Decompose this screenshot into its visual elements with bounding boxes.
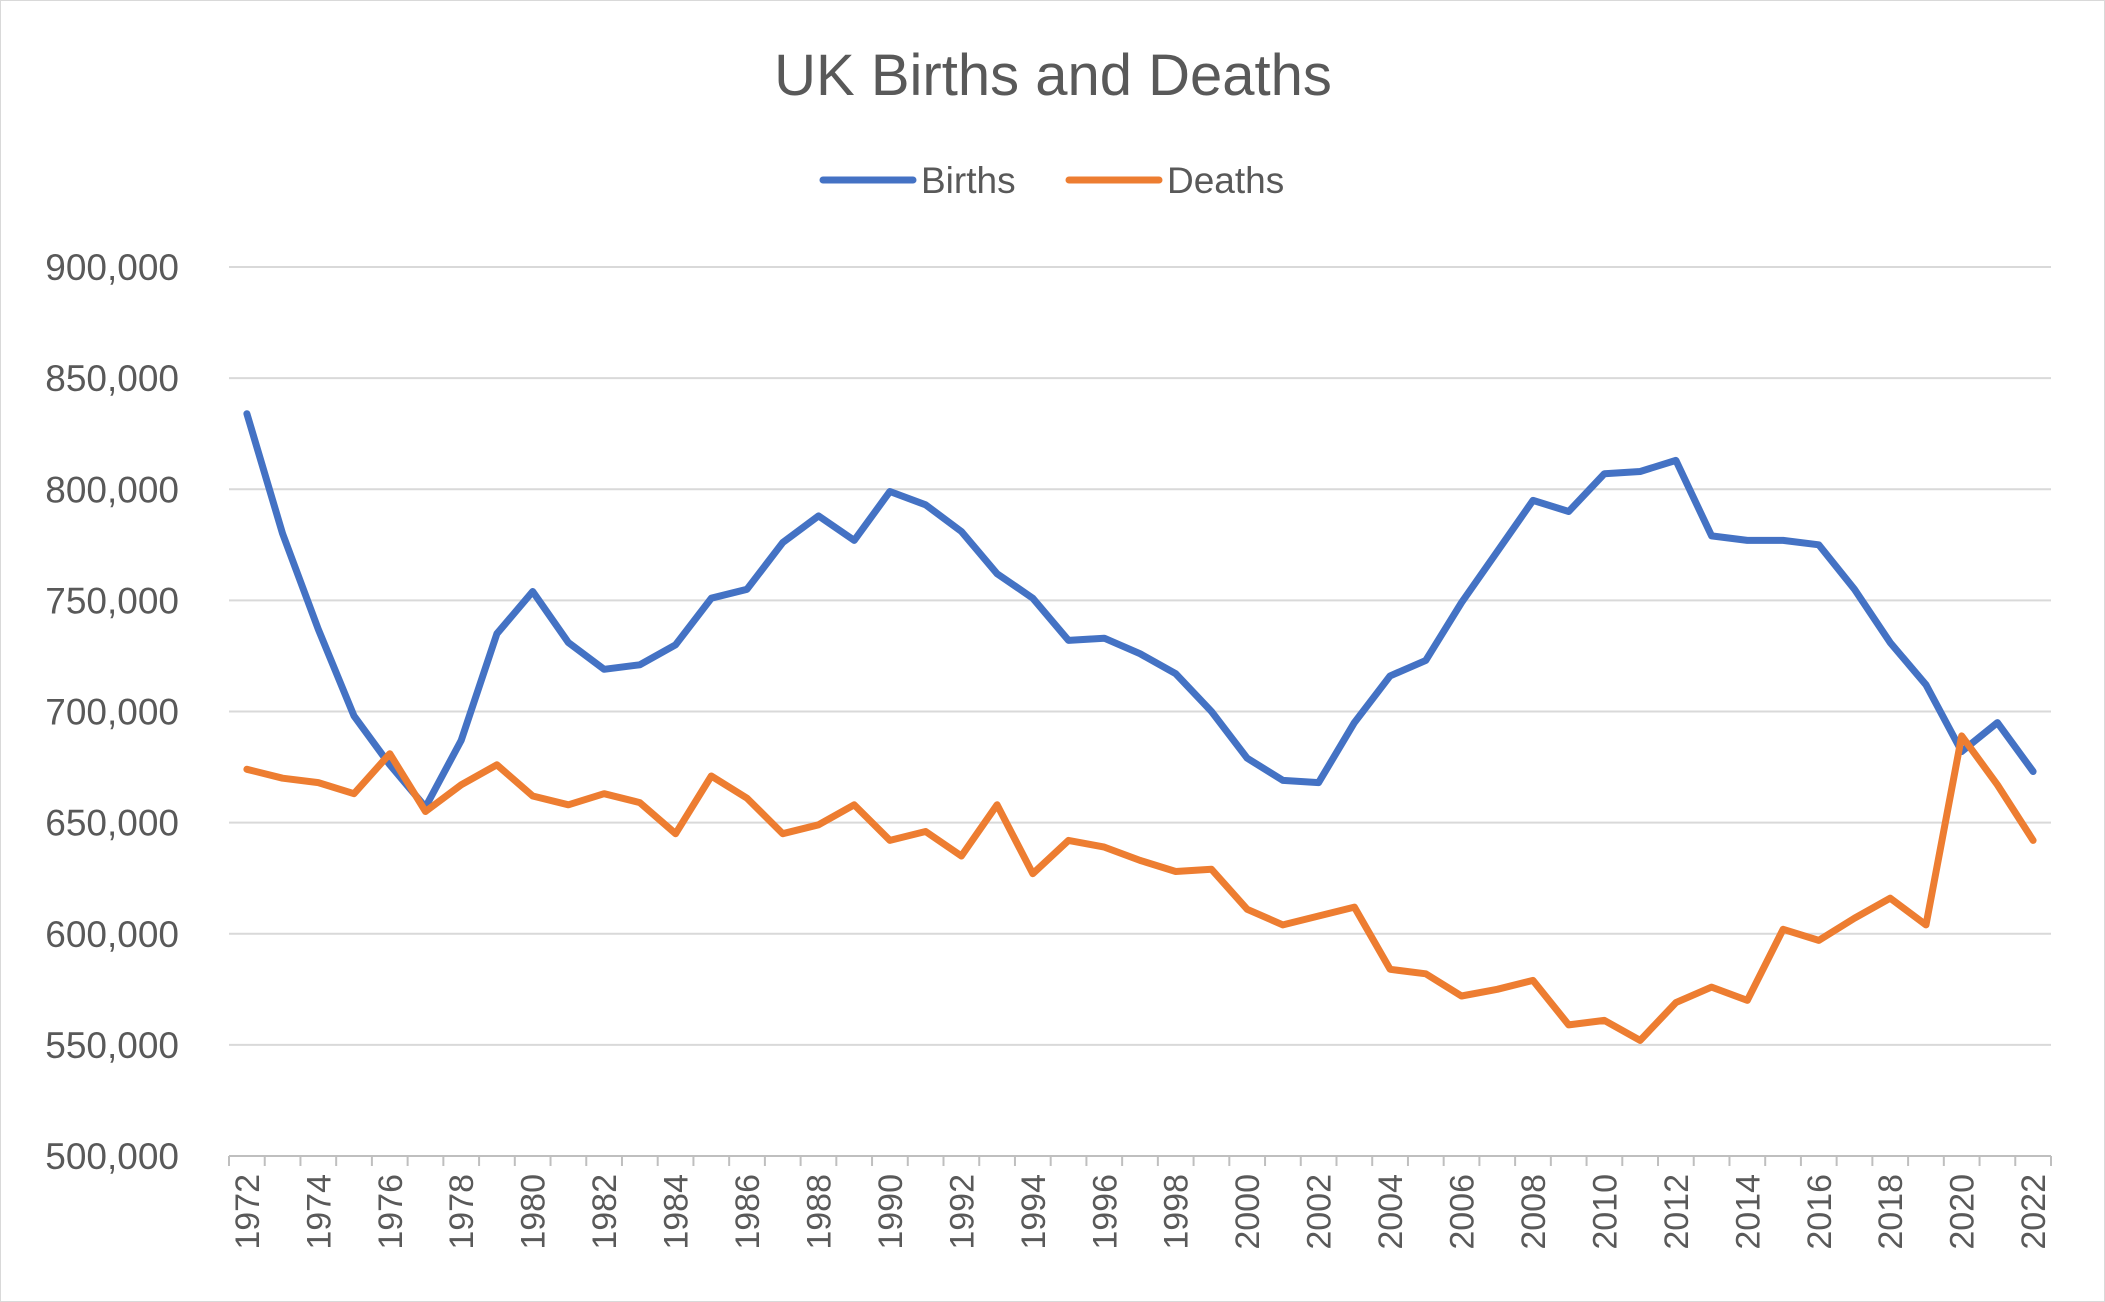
x-tick-label: 2006 bbox=[1444, 1174, 1482, 1250]
y-tick-label: 900,000 bbox=[45, 247, 179, 288]
x-axis: 1972 1974 1976 1978 1980 1982 1984 1986 1988 1990… bbox=[228, 1155, 2053, 1250]
x-tick-label: 2010 bbox=[1586, 1174, 1624, 1250]
x-tick-label: 2012 bbox=[1658, 1174, 1696, 1250]
chart-title: UK Births and Deaths bbox=[774, 43, 1332, 108]
legend-label-births: Births bbox=[921, 160, 1016, 201]
y-tick-label: 700,000 bbox=[45, 692, 179, 733]
x-tick-label: 2020 bbox=[1944, 1174, 1982, 1250]
x-tick-label: 1980 bbox=[515, 1174, 553, 1250]
y-tick-label: 850,000 bbox=[45, 358, 179, 399]
x-tick-label: 1994 bbox=[1015, 1174, 1053, 1250]
series-lines bbox=[243, 410, 2037, 1044]
series-line-deaths bbox=[243, 732, 2037, 1044]
x-tick-label: 2014 bbox=[1729, 1174, 1767, 1250]
legend-item-deaths: Deaths bbox=[1065, 160, 1284, 201]
x-tick-label: 1984 bbox=[658, 1174, 696, 1250]
gridlines bbox=[229, 266, 2051, 1046]
y-tick-label: 750,000 bbox=[45, 580, 179, 621]
x-tick-label: 1992 bbox=[943, 1174, 981, 1250]
y-axis-tick-labels: 500,000 550,000 600,000 650,000 700,000 750,0… bbox=[45, 247, 179, 1177]
y-tick-label: 600,000 bbox=[45, 914, 179, 955]
x-tick-label: 1998 bbox=[1158, 1174, 1196, 1250]
y-tick-label: 500,000 bbox=[45, 1136, 179, 1177]
x-tick-label: 2022 bbox=[2015, 1174, 2053, 1250]
x-tick-label: 2004 bbox=[1372, 1174, 1410, 1250]
series-line-births bbox=[243, 410, 2037, 811]
x-tick-label: 1988 bbox=[800, 1174, 838, 1250]
legend: Births Deaths bbox=[819, 160, 1284, 201]
y-tick-label: 550,000 bbox=[45, 1025, 179, 1066]
x-tick-label: 1976 bbox=[372, 1174, 410, 1250]
x-tick-label: 1990 bbox=[872, 1174, 910, 1250]
y-tick-label: 800,000 bbox=[45, 469, 179, 510]
x-tick-label: 1996 bbox=[1086, 1174, 1124, 1250]
x-tick-label: 2002 bbox=[1301, 1174, 1339, 1250]
x-tick-label: 1986 bbox=[729, 1174, 767, 1250]
x-tick-label: 1972 bbox=[229, 1174, 267, 1250]
y-tick-label: 650,000 bbox=[45, 803, 179, 844]
legend-item-births: Births bbox=[819, 160, 1016, 201]
x-tick-label: 1982 bbox=[586, 1174, 624, 1250]
legend-label-deaths: Deaths bbox=[1167, 160, 1284, 201]
x-tick-label: 2008 bbox=[1515, 1174, 1553, 1250]
x-tick-label: 2016 bbox=[1801, 1174, 1839, 1250]
x-tick-label: 1974 bbox=[300, 1174, 338, 1250]
x-tick-label: 2000 bbox=[1229, 1174, 1267, 1250]
x-tick-label: 2018 bbox=[1872, 1174, 1910, 1250]
x-tick-label: 1978 bbox=[443, 1174, 481, 1250]
